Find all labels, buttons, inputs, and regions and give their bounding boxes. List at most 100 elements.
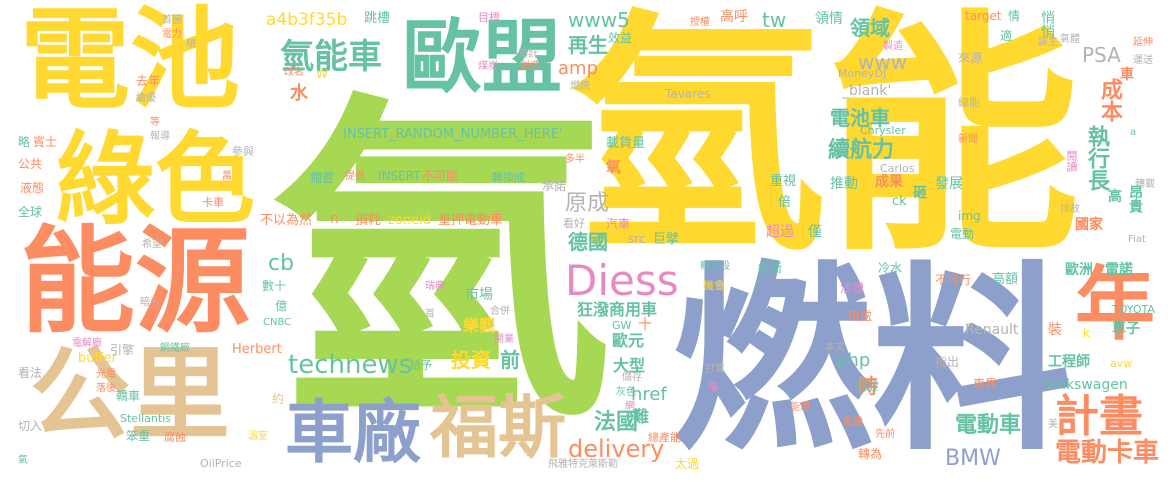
cloud-word: 能用 <box>790 402 810 413</box>
cloud-word: 車廠 <box>285 394 422 473</box>
cloud-word: 煤炭 <box>478 61 498 72</box>
cloud-word: 新聞 <box>958 134 978 145</box>
cloud-word: 計畫 <box>1055 391 1143 442</box>
cloud-word: img <box>958 209 981 223</box>
cloud-word: W <box>316 67 328 81</box>
cloud-word: 年 <box>1075 258 1155 351</box>
cloud-word: 歐洲 <box>1065 262 1093 278</box>
cloud-word: 不可行 <box>935 273 972 287</box>
cloud-word: 原成 <box>565 191 610 216</box>
cloud-word: TOYOTA <box>1112 303 1155 316</box>
cloud-word: 成本 <box>1097 78 1122 122</box>
cloud-word: 首 <box>425 309 435 320</box>
cloud-word: www <box>858 50 908 74</box>
cloud-word: ck <box>892 194 907 209</box>
cloud-word: 光電 <box>96 369 116 380</box>
cloud-word: 延伸 <box>1133 37 1153 48</box>
cloud-word: 鋼鐵廠 <box>160 343 190 354</box>
cloud-word: 公共 <box>18 157 43 171</box>
cloud-word: GW <box>612 319 632 332</box>
cloud-word: 能源 <box>20 215 251 349</box>
cloud-word: 檔 <box>708 382 718 393</box>
cloud-word: avw <box>1110 357 1133 370</box>
cloud-word: Stellantis <box>120 412 171 425</box>
cloud-word: 損耗 <box>355 213 382 228</box>
cloud-word: PSA <box>1082 43 1121 67</box>
cloud-word: 續航力 <box>828 138 895 163</box>
cloud-word: 排放 <box>1060 204 1080 215</box>
cloud-word: 歐盟 <box>402 11 562 104</box>
cloud-word: 氣 <box>18 455 28 466</box>
cloud-word: Diess <box>565 256 679 305</box>
cloud-word: zoneid <box>388 213 431 228</box>
cloud-word: 緩衝 <box>758 261 783 275</box>
cloud-word: 卡車 <box>202 196 224 209</box>
cloud-word: 跳槽 <box>364 11 391 26</box>
cloud-word: target <box>965 9 1002 23</box>
cloud-word: 電動 <box>950 227 975 241</box>
cloud-word: 億 <box>275 299 288 313</box>
cloud-word: 閱讀 <box>1065 150 1078 172</box>
cloud-word: 概念股 <box>700 261 730 272</box>
cloud-word: 切入 <box>18 419 43 433</box>
cloud-word: Carlos <box>880 162 915 175</box>
cloud-word: 落後 <box>96 383 116 394</box>
cloud-word: 車界 <box>973 377 998 391</box>
cloud-word: 誕生 <box>1038 37 1058 48</box>
cloud-word: 樂觀 <box>463 316 496 335</box>
cloud-word: 法國 <box>594 410 639 435</box>
cloud-word: 氫能 <box>570 0 1081 286</box>
cloud-word: 高 <box>1108 189 1122 205</box>
cloud-word: www5 <box>568 8 630 32</box>
cloud-word: 砸 <box>911 185 927 199</box>
cloud-word: technews <box>288 350 413 380</box>
cloud-word: 目標 <box>478 11 500 24</box>
cloud-word: 用處 <box>848 309 873 323</box>
cloud-word: 難 <box>633 407 650 426</box>
cloud-word: 擱置 <box>310 171 335 185</box>
cloud-word: 執行長 <box>1084 125 1109 191</box>
cloud-word: 公里 <box>30 336 230 453</box>
cloud-word: 首圖 <box>162 15 182 26</box>
cloud-word: ETF <box>680 57 699 68</box>
cloud-word: 轎車 <box>116 389 141 403</box>
cloud-word: 美 <box>1048 419 1058 430</box>
cloud-word: 風電 <box>843 417 863 428</box>
cloud-word: Chrysler <box>860 124 906 137</box>
cloud-word: 合併 <box>490 306 510 317</box>
cloud-word: 超過 <box>766 224 794 240</box>
cloud-word: delivery <box>568 435 665 463</box>
cloud-word: 授權 <box>690 17 710 28</box>
cloud-word: 再生 <box>568 33 608 57</box>
cloud-word: 提倡 <box>345 171 365 182</box>
cloud-word: 車 <box>1120 67 1134 83</box>
cloud-word: 狂潑商用車 <box>577 300 658 319</box>
cloud-word: cb <box>268 251 295 276</box>
cloud-word: 成果 <box>875 174 903 190</box>
cloud-word: 數十 <box>262 279 287 293</box>
cloud-word: 報導 <box>150 131 170 142</box>
cloud-word: 先前 <box>875 429 895 440</box>
cloud-word: 載貨量 <box>606 136 646 151</box>
cloud-word: 燃燒 <box>570 81 590 92</box>
cloud-word: 水 <box>290 83 308 104</box>
cloud-word: a <box>1130 127 1137 138</box>
cloud-word: CNBC <box>263 317 292 328</box>
cloud-word: 重押電動車 <box>438 213 504 228</box>
cloud-word: buffer <box>78 351 117 366</box>
cloud-word: 參與 <box>232 145 254 158</box>
cloud-word: 時 <box>858 374 878 398</box>
cloud-word: href <box>631 384 667 405</box>
cloud-word: INSERT_RANDOM_NUMBER_HERE' <box>343 127 563 142</box>
cloud-word: 灰色 <box>616 387 636 398</box>
cloud-word: 悄悄 <box>1039 10 1055 38</box>
cloud-word: Tavares <box>665 87 711 101</box>
cloud-word: 電池車 <box>830 106 890 130</box>
cloud-word: 氫 <box>270 67 610 463</box>
cloud-word: 多半 <box>565 154 585 165</box>
cloud-word: 不可能 <box>422 169 459 183</box>
cloud-word: 來源 <box>958 51 983 65</box>
cloud-word: 網 <box>625 401 635 412</box>
cloud-word: 給予 <box>410 359 432 372</box>
